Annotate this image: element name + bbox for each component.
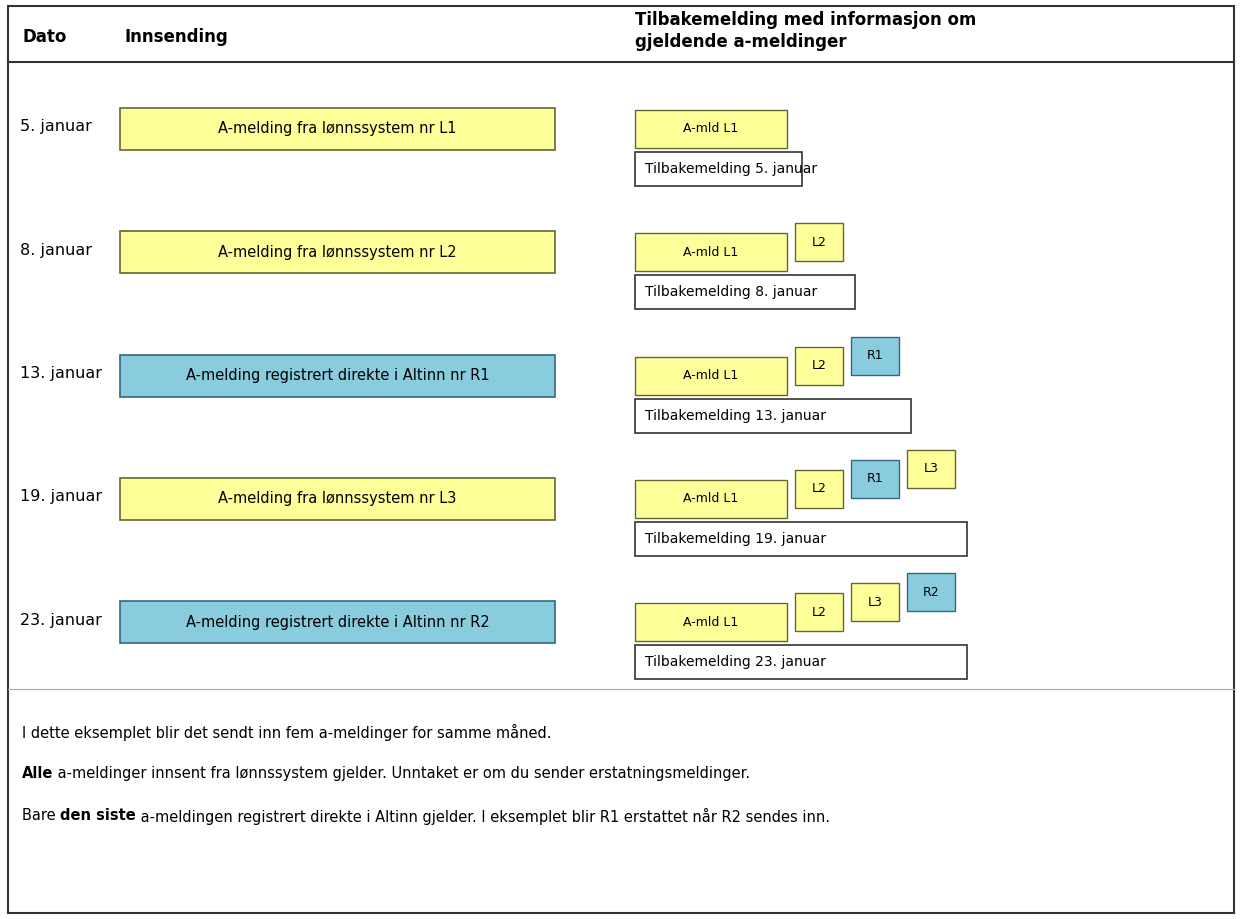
Text: Tilbakemelding 23. januar: Tilbakemelding 23. januar bbox=[645, 655, 826, 669]
Text: Alle: Alle bbox=[22, 766, 53, 781]
Text: L2: L2 bbox=[811, 606, 826, 618]
Text: I dette eksemplet blir det sendt inn fem a-meldinger for samme måned.: I dette eksemplet blir det sendt inn fem… bbox=[22, 724, 551, 741]
Text: 23. januar: 23. januar bbox=[20, 613, 102, 628]
Text: L3: L3 bbox=[924, 462, 939, 475]
Text: Dato: Dato bbox=[22, 28, 66, 46]
Bar bbox=[635, 480, 787, 518]
Bar bbox=[851, 460, 899, 498]
Text: L2: L2 bbox=[811, 359, 826, 372]
Bar bbox=[795, 470, 843, 508]
Bar bbox=[120, 231, 555, 273]
Bar bbox=[635, 603, 787, 641]
Bar bbox=[635, 399, 910, 433]
Bar bbox=[795, 223, 843, 261]
Text: Tilbakemelding 8. januar: Tilbakemelding 8. januar bbox=[645, 285, 817, 299]
Text: R2: R2 bbox=[923, 585, 939, 599]
Text: 13. januar: 13. januar bbox=[20, 366, 102, 381]
Bar bbox=[120, 478, 555, 520]
Bar bbox=[635, 645, 968, 679]
Text: Tilbakemelding 13. januar: Tilbakemelding 13. januar bbox=[645, 409, 826, 423]
Text: A-mld L1: A-mld L1 bbox=[683, 122, 739, 135]
Bar bbox=[120, 355, 555, 396]
Bar bbox=[635, 152, 802, 186]
Bar bbox=[635, 109, 787, 148]
Text: A-melding fra lønnssystem nr L2: A-melding fra lønnssystem nr L2 bbox=[219, 244, 457, 259]
Bar bbox=[907, 573, 955, 611]
Bar bbox=[120, 108, 555, 150]
Text: Tilbakemelding med informasjon om
gjeldende a-meldinger: Tilbakemelding med informasjon om gjelde… bbox=[635, 11, 976, 51]
Text: R1: R1 bbox=[867, 349, 883, 362]
Text: Tilbakemelding 19. januar: Tilbakemelding 19. januar bbox=[645, 532, 826, 546]
Text: A-mld L1: A-mld L1 bbox=[683, 245, 739, 258]
Bar bbox=[851, 336, 899, 375]
Bar bbox=[907, 450, 955, 488]
Bar bbox=[635, 357, 787, 394]
Text: L2: L2 bbox=[811, 235, 826, 249]
Bar bbox=[120, 601, 555, 643]
Bar bbox=[795, 346, 843, 384]
Text: Bare: Bare bbox=[22, 808, 61, 823]
Text: A-mld L1: A-mld L1 bbox=[683, 493, 739, 505]
Text: A-melding fra lønnssystem nr L1: A-melding fra lønnssystem nr L1 bbox=[219, 121, 457, 136]
Text: 5. januar: 5. januar bbox=[20, 119, 92, 134]
Text: L3: L3 bbox=[868, 596, 882, 608]
Text: A-melding fra lønnssystem nr L3: A-melding fra lønnssystem nr L3 bbox=[219, 492, 457, 506]
Bar bbox=[795, 594, 843, 631]
Text: 19. januar: 19. januar bbox=[20, 490, 102, 505]
Text: A-mld L1: A-mld L1 bbox=[683, 369, 739, 382]
Text: A-melding registrert direkte i Altinn nr R1: A-melding registrert direkte i Altinn nr… bbox=[186, 368, 489, 383]
Text: 8. januar: 8. januar bbox=[20, 243, 92, 257]
Bar bbox=[851, 584, 899, 621]
Text: den siste: den siste bbox=[61, 808, 137, 823]
Text: a-meldinger innsent fra lønnssystem gjelder. Unntaket er om du sender erstatning: a-meldinger innsent fra lønnssystem gjel… bbox=[53, 766, 750, 781]
Text: R1: R1 bbox=[867, 472, 883, 485]
Text: Tilbakemelding 5. januar: Tilbakemelding 5. januar bbox=[645, 162, 817, 176]
Text: Innsending: Innsending bbox=[125, 28, 229, 46]
Text: A-melding registrert direkte i Altinn nr R2: A-melding registrert direkte i Altinn nr… bbox=[185, 615, 489, 630]
Bar bbox=[635, 522, 968, 556]
Text: a-meldingen registrert direkte i Altinn gjelder. I eksemplet blir R1 erstattet n: a-meldingen registrert direkte i Altinn … bbox=[137, 808, 830, 825]
Bar bbox=[635, 275, 854, 309]
Text: A-mld L1: A-mld L1 bbox=[683, 616, 739, 629]
Bar bbox=[635, 233, 787, 271]
Text: L2: L2 bbox=[811, 482, 826, 495]
